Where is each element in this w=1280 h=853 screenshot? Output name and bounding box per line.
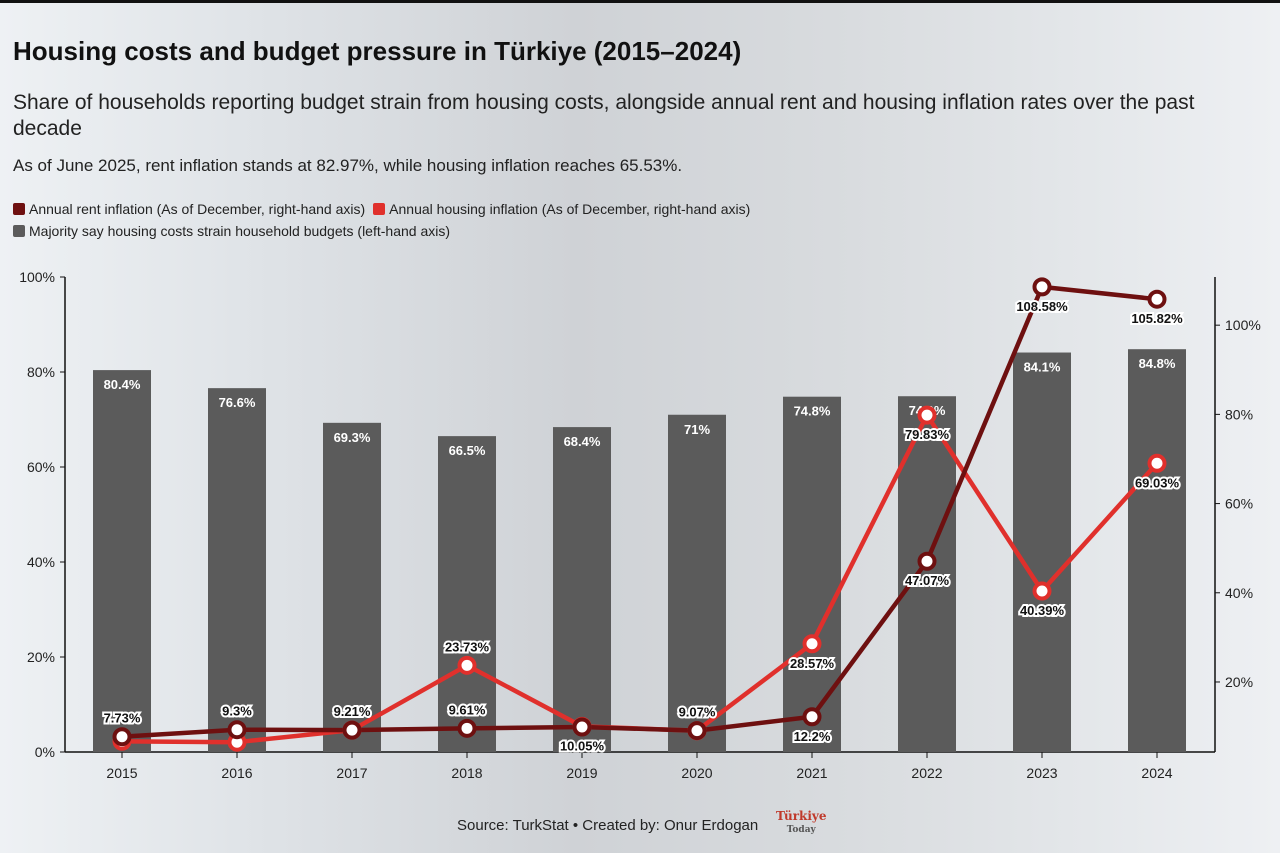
point-rent-2019 [572, 717, 592, 737]
left-tick-label: 100% [19, 269, 55, 285]
point-housing-2022 [917, 405, 937, 425]
source-credit: Source: TurkStat • Created by: Onur Erdo… [457, 817, 759, 834]
point-label: 12.2% [794, 729, 831, 744]
legend-item-rent: Annual rent inflation (As of December, r… [13, 201, 365, 217]
chart-note: As of June 2025, rent inflation stands a… [13, 156, 683, 175]
point-housing-2018 [457, 655, 477, 675]
bar-label: 66.5% [449, 443, 486, 458]
legend-row-1: Annual rent inflation (As of December, r… [13, 201, 750, 217]
bar-2019 [553, 427, 611, 752]
bar-2021 [783, 396, 841, 752]
x-tick-label: 2020 [681, 765, 712, 781]
point-label: 47.07% [905, 573, 950, 588]
legend-item-strain: Majority say housing costs strain househ… [13, 223, 450, 239]
point-label: 10.05% [560, 738, 605, 753]
bar-label: 69.3% [334, 430, 371, 445]
top-rule [0, 0, 1280, 3]
point-rent-2022 [917, 551, 937, 571]
point-label: 9.3% [222, 704, 252, 719]
right-tick-label: 100% [1225, 317, 1261, 333]
point-label: 23.73% [445, 639, 490, 654]
bar-2016 [208, 388, 266, 752]
legend-row-2: Majority say housing costs strain househ… [13, 223, 450, 239]
point-rent-2023 [1032, 277, 1052, 297]
legend-swatch [13, 203, 25, 215]
point-label: 69.03% [1135, 475, 1180, 490]
legend-label: Majority say housing costs strain househ… [29, 223, 450, 239]
legend-swatch [13, 225, 25, 237]
point-label: 28.57% [790, 656, 835, 671]
x-tick-label: 2023 [1026, 765, 1057, 781]
bar-label: 74.8% [794, 404, 831, 419]
bar-2017 [323, 422, 381, 752]
x-tick-label: 2015 [106, 765, 137, 781]
bar-label: 80.4% [104, 377, 141, 392]
line-housing [121, 412, 1159, 745]
point-housing-2023 [1032, 581, 1052, 601]
left-tick-label: 40% [27, 554, 55, 570]
point-rent-2024 [1147, 289, 1167, 309]
point-rent-2016 [227, 720, 247, 740]
bar-2023 [1013, 352, 1071, 752]
bar-2018 [438, 436, 496, 752]
chart-title: Housing costs and budget pressure in Tür… [13, 36, 742, 66]
left-tick-label: 60% [27, 459, 55, 475]
bar-label: 84.8% [1139, 356, 1176, 371]
point-label: 9.07% [679, 705, 716, 720]
x-tick-label: 2024 [1141, 765, 1172, 781]
point-label: 7.73% [104, 711, 141, 726]
point-housing-2021 [802, 634, 822, 654]
x-tick-label: 2021 [796, 765, 827, 781]
x-tick-label: 2022 [911, 765, 942, 781]
point-label: 105.82% [1131, 311, 1183, 326]
point-rent-2020 [687, 721, 707, 741]
point-rent-2017 [342, 720, 362, 740]
point-label: 40.39% [1020, 603, 1065, 618]
bar-label: 68.4% [564, 434, 601, 449]
line-rent [121, 284, 1158, 739]
bar-label: 71% [684, 422, 710, 437]
right-tick-label: 60% [1225, 496, 1253, 512]
bar-label: 76.6% [219, 395, 256, 410]
legend-label: Annual rent inflation (As of December, r… [29, 201, 366, 217]
bar-2015 [93, 370, 151, 752]
right-tick-label: 20% [1225, 674, 1253, 690]
point-rent-2021 [802, 707, 822, 727]
right-tick-label: 80% [1225, 406, 1253, 422]
point-housing-2024 [1147, 453, 1167, 473]
point-rent-2015 [112, 727, 132, 747]
left-tick-label: 0% [35, 744, 55, 760]
left-tick-label: 80% [27, 364, 55, 380]
brand-logo: Türkiye Today [776, 809, 827, 835]
bar-label: 84.1% [1024, 360, 1061, 375]
point-label: 9.21% [334, 704, 371, 719]
bar-2020 [668, 414, 726, 752]
x-tick-label: 2019 [566, 765, 597, 781]
legend-label: Annual housing inflation (As of December… [389, 201, 751, 217]
point-label: 9.61% [449, 702, 486, 717]
right-tick-label: 40% [1225, 585, 1253, 601]
point-rent-2018 [457, 718, 477, 738]
x-tick-label: 2017 [336, 765, 367, 781]
x-tick-label: 2016 [221, 765, 252, 781]
point-label: 108.58% [1016, 299, 1068, 314]
chart-subtitle: Share of households reporting budget str… [13, 91, 1195, 140]
point-label: 79.83% [905, 427, 950, 442]
legend-swatch [373, 203, 386, 215]
left-tick-label: 20% [27, 649, 55, 665]
legend-item-housing: Annual housing inflation (As of December… [373, 201, 750, 217]
bar-2024 [1128, 349, 1186, 752]
x-tick-label: 2018 [451, 765, 482, 781]
